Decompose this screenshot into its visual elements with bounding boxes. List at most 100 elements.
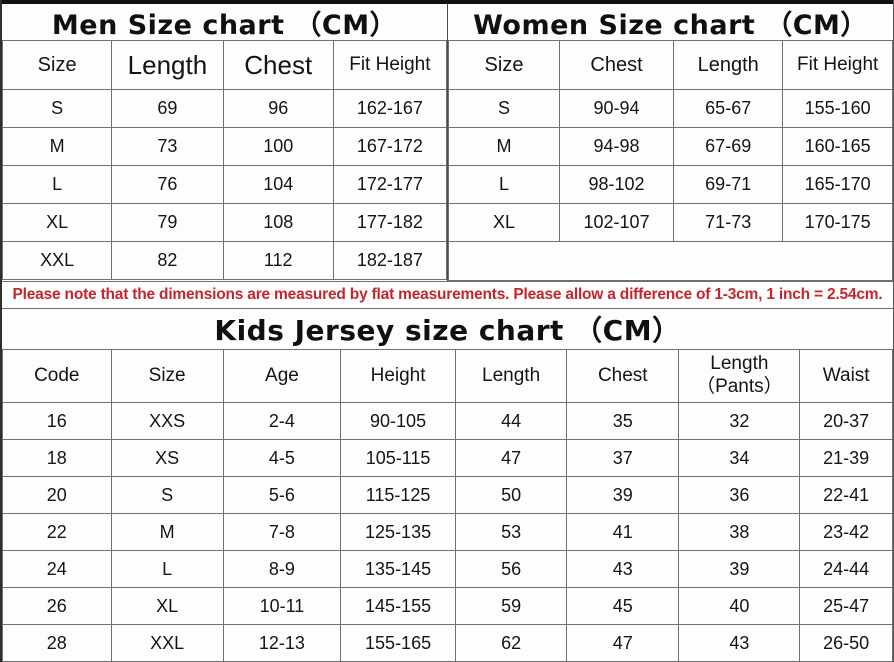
table-cell: 47 (454, 439, 568, 477)
table-cell: 44 (454, 402, 568, 440)
women-chart-title: Women Size chart （CM） (473, 9, 868, 41)
header-cell: Length (111, 40, 224, 90)
table-cell: 172-177 (332, 165, 448, 204)
table-cell: 69-71 (673, 165, 784, 204)
table-row: 26 XL 10-11 145-155 59 45 40 25-47 (2, 587, 893, 625)
table-row: M 73 100 167-172 (2, 127, 448, 166)
table-cell: 4-5 (222, 439, 342, 477)
table-cell: 170-175 (782, 203, 893, 242)
table-cell: M (110, 513, 224, 551)
table-cell: 56 (454, 550, 568, 588)
table-cell: XXL (2, 241, 113, 280)
table-cell: 26 (2, 587, 112, 625)
table-cell: 2-4 (222, 402, 342, 440)
table-cell: XS (110, 439, 224, 477)
women-size-table: Size Chest Length Fit Height S 90-94 65-67 155… (448, 40, 893, 281)
header-cell: Fit Height (332, 40, 448, 90)
table-cell: 73 (111, 127, 224, 166)
table-cell: 37 (566, 439, 680, 477)
table-cell: 43 (566, 550, 680, 588)
table-cell: 23-42 (799, 513, 893, 551)
table-cell: XL (2, 203, 113, 242)
header-cell: Length (673, 40, 784, 90)
table-cell: 26-50 (799, 624, 893, 662)
table-cell: 35 (566, 402, 680, 440)
table-cell: 67-69 (673, 127, 784, 166)
table-cell: 135-145 (340, 550, 456, 588)
women-size-chart-section: Women Size chart （CM） Size Chest Length Fit… (448, 4, 893, 281)
table-cell: 24-44 (799, 550, 893, 588)
table-row: L 76 104 172-177 (2, 165, 448, 204)
table-cell: 59 (454, 587, 568, 625)
table-cell: 155-165 (340, 624, 456, 662)
table-cell: M (448, 127, 560, 166)
header-cell: Size (448, 40, 560, 90)
table-cell: 20 (2, 476, 112, 514)
table-cell: 105-115 (340, 439, 456, 477)
header-cell: Height (340, 349, 456, 403)
table-cell: 5-6 (222, 476, 342, 514)
table-cell: 41 (566, 513, 680, 551)
table-cell: XL (110, 587, 224, 625)
table-row: 24 L 8-9 135-145 56 43 39 24-44 (2, 550, 893, 588)
table-cell: 8-9 (222, 550, 342, 588)
header-cell: Chest (558, 40, 675, 90)
table-cell: 21-39 (799, 439, 893, 477)
kids-table-header-row: Code Size Age Height Length Chest Length （Pant… (2, 349, 893, 403)
table-cell: 71-73 (673, 203, 784, 242)
header-cell: Code (2, 349, 112, 403)
table-cell: S (448, 89, 560, 128)
table-row: 20 S 5-6 115-125 50 39 36 22-41 (2, 476, 893, 514)
table-cell: 22-41 (799, 476, 893, 514)
table-cell: S (110, 476, 224, 514)
table-cell: 53 (454, 513, 568, 551)
table-cell: S (2, 89, 113, 128)
women-table-header-row: Size Chest Length Fit Height (448, 40, 893, 90)
table-cell: M (2, 127, 113, 166)
table-row: 16 XXS 2-4 90-105 44 35 32 20-37 (2, 402, 893, 440)
table-cell: 177-182 (332, 203, 448, 242)
header-cell: Chest (222, 40, 334, 90)
table-row: 22 M 7-8 125-135 53 41 38 23-42 (2, 513, 893, 551)
top-border (2, 0, 893, 4)
adult-charts-row: Men Size chart （CM） Size Length Chest Fit H… (2, 4, 893, 281)
men-size-chart-section: Men Size chart （CM） Size Length Chest Fit H… (2, 4, 448, 281)
table-cell: L (2, 165, 113, 204)
table-cell: 12-13 (222, 624, 342, 662)
table-cell: 90-94 (558, 89, 675, 128)
table-cell: 125-135 (340, 513, 456, 551)
table-cell: 104 (222, 165, 334, 204)
table-cell: 10-11 (222, 587, 342, 625)
table-cell: 94-98 (558, 127, 675, 166)
header-cell: Size (2, 40, 113, 90)
table-row: M 94-98 67-69 160-165 (448, 127, 893, 166)
table-row: XXL 82 112 182-187 (2, 241, 448, 280)
table-cell: 62 (454, 624, 568, 662)
table-cell: XXL (110, 624, 224, 662)
table-cell: 38 (678, 513, 801, 551)
table-cell: 102-107 (558, 203, 675, 242)
table-cell: 32 (678, 402, 801, 440)
table-cell: 43 (678, 624, 801, 662)
table-cell: 108 (222, 203, 334, 242)
table-cell: 39 (566, 476, 680, 514)
table-cell: 40 (678, 587, 801, 625)
table-cell: 18 (2, 439, 112, 477)
men-size-table: Size Length Chest Fit Height S 69 96 162-167 M 7… (2, 40, 448, 280)
empty-cell (448, 241, 893, 281)
table-cell: 16 (2, 402, 112, 440)
table-cell: L (448, 165, 560, 204)
table-row: XL 102-107 71-73 170-175 (448, 203, 893, 242)
table-cell: 25-47 (799, 587, 893, 625)
header-cell: Size (110, 349, 224, 403)
table-cell: 90-105 (340, 402, 456, 440)
table-cell: 24 (2, 550, 112, 588)
table-cell: 100 (222, 127, 334, 166)
table-cell: 145-155 (340, 587, 456, 625)
table-cell: 112 (222, 241, 334, 280)
empty-table-row (448, 241, 893, 281)
header-cell: Length (454, 349, 568, 403)
table-cell: 22 (2, 513, 112, 551)
table-row: S 69 96 162-167 (2, 89, 448, 128)
